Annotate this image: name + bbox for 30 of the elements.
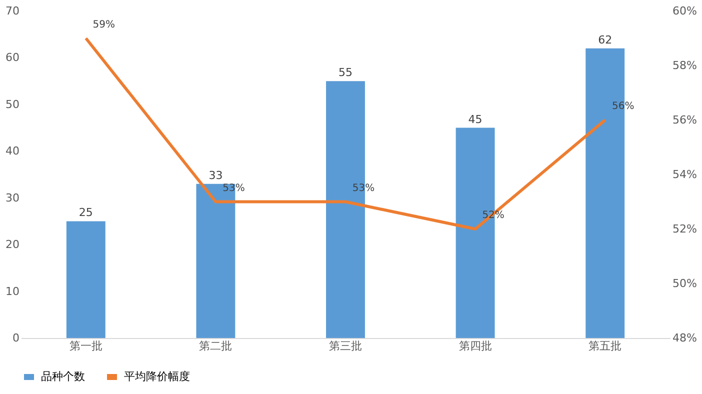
data-label: 62 [598,33,612,46]
y2-tick-label: 58% [672,59,697,72]
x-tick-label: 第五批 [588,340,622,352]
y-tick-label: 40 [6,144,20,158]
y2-tick-label: 52% [672,222,697,236]
y-tick-label: 20 [6,238,20,252]
y-tick-label: 0 [12,332,20,344]
data-label: 52% [482,210,504,221]
y-tick-label: 70 [6,4,20,18]
y2-tick-label: 56% [672,114,697,126]
bar [66,221,106,338]
data-label: 33 [208,168,223,182]
legend-label: 品种个数 [41,370,85,383]
y2-tick-label: 48% [672,332,697,344]
x-tick-label: 第三批 [329,340,362,352]
data-label: 45 [468,112,482,126]
x-tick-label: 第二批 [199,340,232,352]
y-tick-label: 30 [6,191,20,204]
data-label: 59% [92,19,116,30]
y2-tick-label: 54% [672,168,697,181]
x-tick-label: 第一批 [69,340,102,352]
y2-tick-label: 50% [672,277,697,290]
data-label: 25 [78,206,93,220]
y-tick-label: 60 [6,51,20,64]
x-tick-label: 第四批 [458,340,492,352]
y2-tick-label: 60% [672,4,697,18]
y-tick-label: 10 [6,284,20,298]
data-label: 55 [338,66,352,80]
legend-label: 平均降价幅度 [124,370,190,383]
y-tick-label: 50 [6,98,20,111]
